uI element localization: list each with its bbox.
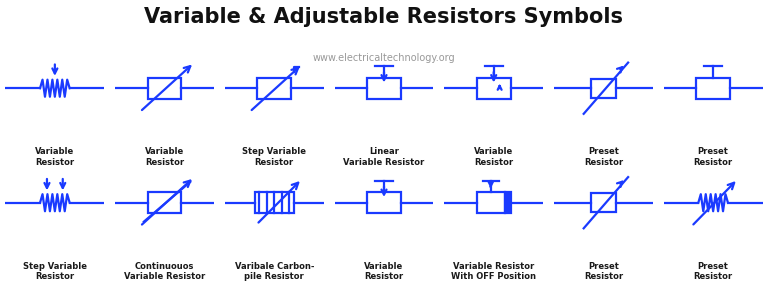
Bar bbox=[505, 192, 511, 213]
Bar bbox=[257, 78, 291, 99]
Bar bbox=[591, 79, 616, 98]
Bar bbox=[367, 78, 401, 99]
Bar bbox=[697, 78, 730, 99]
Text: Preset
Resistor: Preset Resistor bbox=[584, 262, 623, 281]
Text: Variable
Resistor: Variable Resistor bbox=[364, 262, 404, 281]
Text: Continuouos
Variable Resistor: Continuouos Variable Resistor bbox=[124, 262, 205, 281]
Bar bbox=[147, 192, 181, 213]
Text: Linear
Variable Resistor: Linear Variable Resistor bbox=[343, 147, 425, 167]
Text: www.electricaltechnology.org: www.electricaltechnology.org bbox=[313, 53, 455, 62]
Bar bbox=[147, 78, 181, 99]
Bar bbox=[254, 192, 294, 213]
Bar bbox=[367, 192, 401, 213]
Bar bbox=[477, 78, 511, 99]
Text: Variable
Resistor: Variable Resistor bbox=[145, 147, 184, 167]
Text: Step Variable
Resistor: Step Variable Resistor bbox=[242, 147, 306, 167]
Text: Variable
Resistor: Variable Resistor bbox=[474, 147, 513, 167]
Text: Preset
Resistor: Preset Resistor bbox=[694, 147, 733, 167]
Text: Step Variable
Resistor: Step Variable Resistor bbox=[23, 262, 87, 281]
Text: Varibale Carbon-
pile Resistor: Varibale Carbon- pile Resistor bbox=[234, 262, 314, 281]
Text: Variable & Adjustable Resistors Symbols: Variable & Adjustable Resistors Symbols bbox=[144, 7, 624, 27]
Bar bbox=[477, 192, 505, 213]
Text: Variable
Resistor: Variable Resistor bbox=[35, 147, 74, 167]
Text: Preset
Resistor: Preset Resistor bbox=[694, 262, 733, 281]
Bar bbox=[591, 193, 616, 212]
Text: Preset
Resistor: Preset Resistor bbox=[584, 147, 623, 167]
Text: Variable Resistor
With OFF Position: Variable Resistor With OFF Position bbox=[452, 262, 536, 281]
